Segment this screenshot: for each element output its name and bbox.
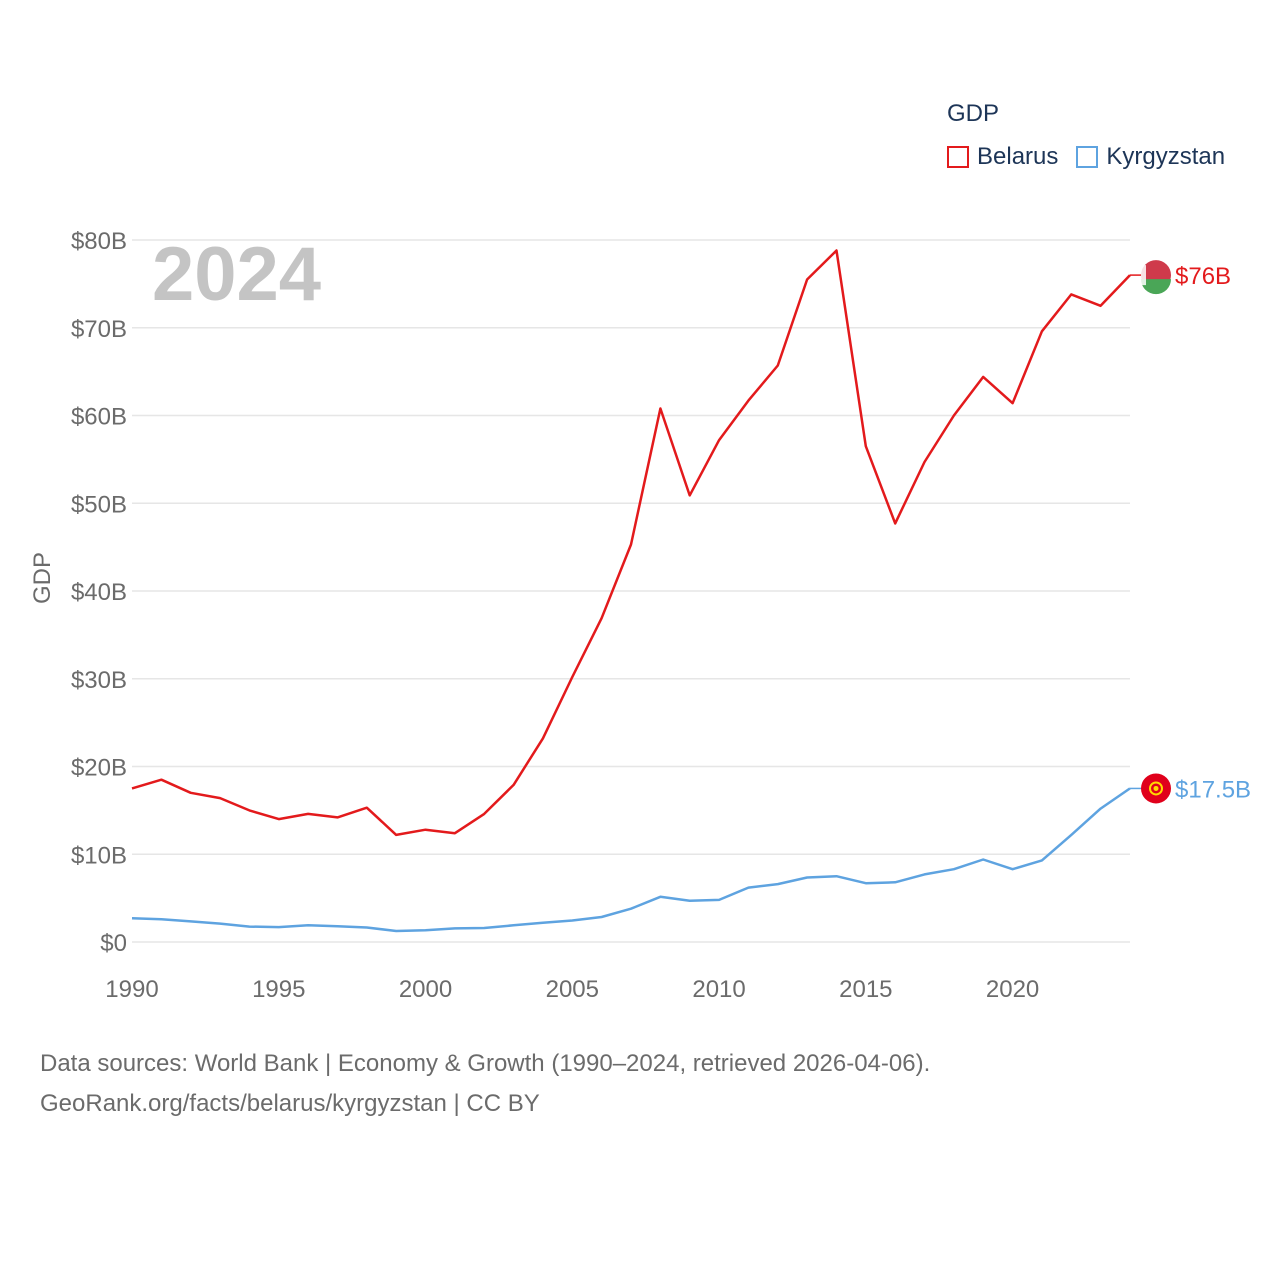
x-tick-label: 2010 xyxy=(692,976,745,1003)
year-label: 2024 xyxy=(152,232,321,317)
y-tick-label: $10B xyxy=(71,842,127,869)
legend-swatch-belarus xyxy=(947,146,969,168)
legend-item-belarus[interactable]: Belarus xyxy=(947,143,1058,171)
y-tick-label: $30B xyxy=(71,667,127,694)
legend-title: GDP xyxy=(947,100,1000,127)
x-tick-label: 2020 xyxy=(986,976,1039,1003)
legend-item-kyrgyzstan[interactable]: Kyrgyzstan xyxy=(1076,143,1225,171)
footer-link[interactable]: GeoRank.org/facts/belarus/kyrgyzstan | C… xyxy=(40,1090,540,1117)
flag-sun xyxy=(1149,781,1163,796)
y-tick-label: $80B xyxy=(71,228,127,255)
y-tick-label: $60B xyxy=(71,404,127,431)
series-line-kyrgyzstan xyxy=(131,787,1131,933)
flag-icon-belarus xyxy=(1141,260,1172,295)
x-tick-label: 2015 xyxy=(839,976,892,1003)
flag-sun-core xyxy=(1153,785,1159,791)
series-lines xyxy=(131,249,1131,933)
end-value-label-belarus: $76B xyxy=(1175,263,1231,290)
flag-icon-kyrgyzstan xyxy=(1141,773,1171,804)
end-value-label-kyrgyzstan: $17.5B xyxy=(1175,776,1251,803)
x-tick-label: 1995 xyxy=(252,976,305,1003)
y-tick-label: $50B xyxy=(71,491,127,518)
end-markers: $76B $17.5B xyxy=(1130,260,1251,804)
x-tick-label: 2005 xyxy=(546,976,599,1003)
flag-ornament xyxy=(1141,265,1146,286)
x-tick-label: 1990 xyxy=(105,976,158,1003)
flag-green-band xyxy=(1141,279,1172,295)
legend-label-kyrgyzstan: Kyrgyzstan xyxy=(1106,143,1226,170)
legend-label-belarus: Belarus xyxy=(977,143,1059,170)
y-axis-ticks: $0 $10B $20B $30B $40B $50B $60B $70B $80B xyxy=(71,228,127,957)
x-tick-label: 2000 xyxy=(399,976,452,1003)
legend: Belarus Kyrgyzstan xyxy=(947,143,1243,171)
footer-sources: Data sources: World Bank | Economy & Gro… xyxy=(40,1050,931,1077)
y-tick-label: $0 xyxy=(100,930,127,957)
y-tick-label: $70B xyxy=(71,316,127,343)
y-axis-label: GDP xyxy=(29,552,56,604)
legend-swatch-kyrgyzstan xyxy=(1076,146,1099,168)
footer: Data sources: World Bank | Economy & Gro… xyxy=(40,1044,930,1124)
y-tick-label: $40B xyxy=(71,579,127,606)
y-tick-label: $20B xyxy=(71,755,127,782)
grid-lines xyxy=(132,239,1130,943)
x-axis-ticks: 1990 1995 2000 2005 2010 2015 2020 xyxy=(105,976,1039,1003)
series-line-belarus xyxy=(131,249,1131,837)
